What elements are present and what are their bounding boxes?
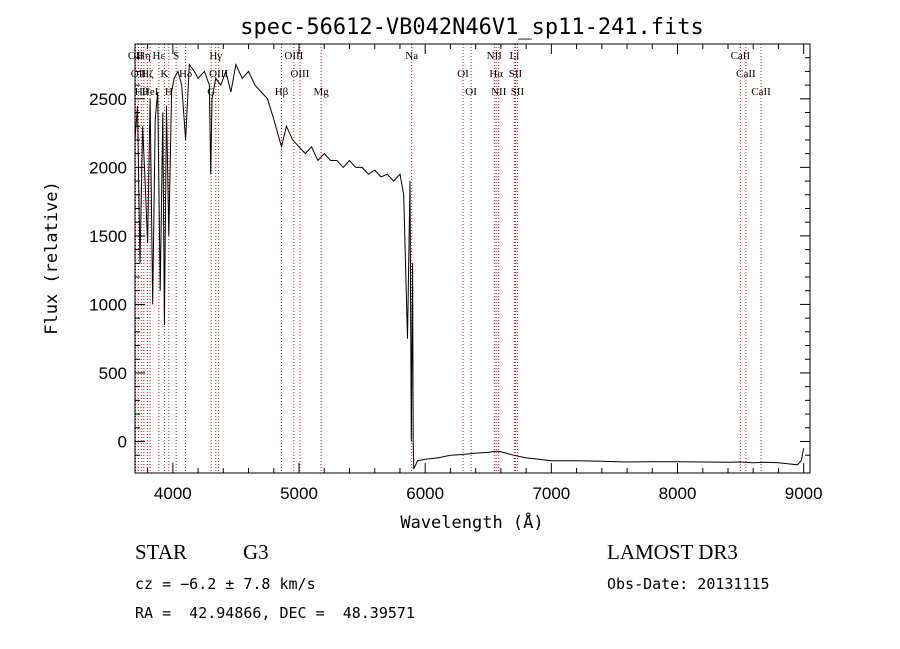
line-label-Hδ: Hδ	[179, 68, 192, 80]
line-label-OIII: OIII	[290, 68, 309, 80]
survey-name: LAMOST DR3	[607, 540, 738, 564]
line-label-CaII: CaII	[736, 68, 756, 80]
emission-line-labels: OIIOIIHθHηHζHeIHεKHSHδGHγOIIIHβOIIIOIIIM…	[128, 50, 771, 98]
ra-dec: RA = 42.94866, DEC = 48.39571	[135, 604, 415, 622]
line-label-Hβ: Hβ	[275, 86, 289, 98]
x-tick-label: 6000	[406, 484, 444, 503]
y-tick-label: 1500	[89, 227, 127, 246]
x-axis-ticks: 4000 5000 6000 7000 8000 9000	[147, 44, 823, 503]
y-tick-label: 1000	[89, 295, 127, 314]
line-label-OI: OI	[465, 86, 477, 98]
line-label-Li: Li	[509, 50, 519, 62]
y-tick-label: 0	[118, 432, 127, 451]
line-label-CaII: CaII	[751, 86, 771, 98]
line-label-Na: Na	[405, 50, 418, 62]
y-tick-label: 2000	[89, 158, 127, 177]
line-label-K: K	[160, 68, 168, 80]
line-label-OII: OII	[128, 50, 144, 62]
line-label-SII: SII	[511, 86, 525, 98]
line-label-Mg: Mg	[313, 86, 329, 98]
x-axis-label: Wavelength (Å)	[400, 511, 543, 533]
y-axis-label: Flux (relative)	[42, 181, 62, 335]
chart-title: spec-56612-VB042N46V1_sp11-241.fits	[240, 15, 704, 40]
line-label-SII: SII	[509, 68, 523, 80]
emission-line-markers	[135, 44, 762, 473]
line-label-HeI: HeI	[142, 86, 159, 98]
x-tick-label: 9000	[785, 484, 823, 503]
x-tick-label: 8000	[659, 484, 697, 503]
line-label-NII: NII	[491, 86, 507, 98]
line-label-Hζ: Hζ	[141, 68, 154, 80]
line-label-G: G	[207, 86, 215, 98]
spectral-subclass: G3	[243, 540, 269, 564]
y-tick-label: 500	[99, 364, 127, 383]
y-axis-ticks: 0 500 1000 1500 2000 2500	[89, 57, 810, 456]
object-type: STAR	[135, 540, 187, 564]
line-label-Hγ: Hγ	[209, 50, 222, 62]
y-tick-label: 2500	[89, 90, 127, 109]
x-tick-label: 7000	[532, 484, 570, 503]
x-tick-label: 5000	[280, 484, 318, 503]
line-label-Hε: Hε	[153, 50, 166, 62]
redshift-cz: cz = −6.2 ± 7.8 km/s	[135, 575, 316, 593]
plot-frame	[134, 43, 811, 474]
line-label-OIII: OIII	[284, 50, 303, 62]
line-label-OI: OI	[457, 68, 469, 80]
line-label-Hθ: Hθ	[135, 86, 148, 98]
line-label-H: H	[165, 86, 173, 98]
line-label-NII: NII	[487, 50, 503, 62]
observation-date: Obs-Date: 20131115	[607, 575, 770, 593]
spectrum-series-line	[134, 62, 805, 470]
x-tick-label: 4000	[154, 484, 192, 503]
line-label-CaII: CaII	[731, 50, 751, 62]
line-label-S: S	[173, 50, 179, 62]
line-label-Hα: Hα	[489, 68, 503, 80]
line-label-OIII: OIII	[209, 68, 228, 80]
line-label-Hη: Hη	[137, 50, 151, 62]
